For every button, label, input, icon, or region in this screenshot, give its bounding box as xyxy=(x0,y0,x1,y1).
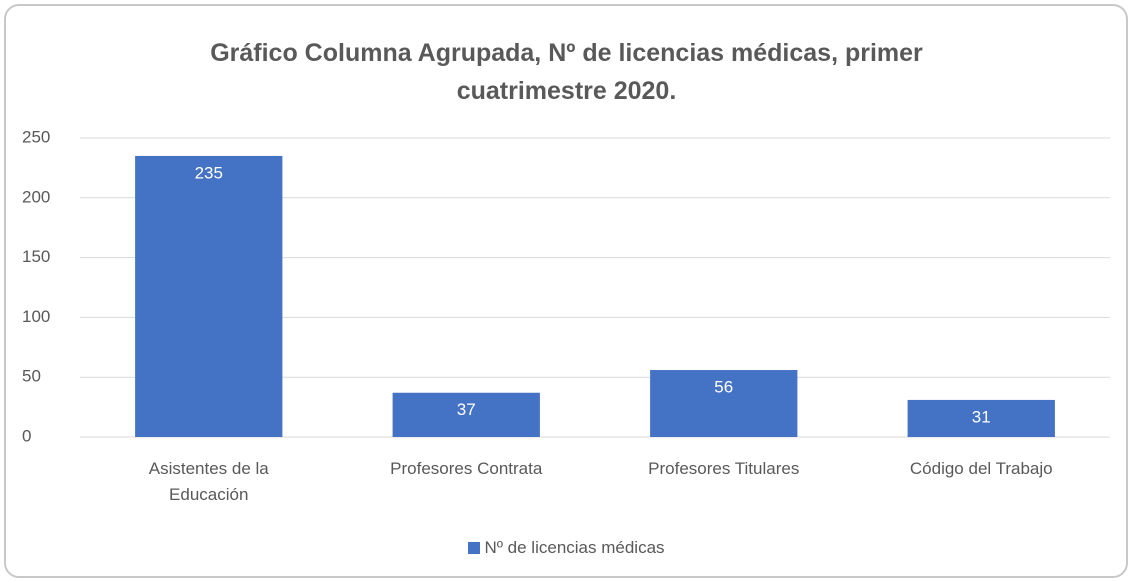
data-label: 56 xyxy=(714,378,733,397)
chart-title: Gráfico Columna Agrupada, Nº de licencia… xyxy=(210,39,923,105)
bar xyxy=(392,392,540,437)
chart-frame xyxy=(4,4,1128,578)
bar xyxy=(907,399,1055,437)
legend: Nº de licencias médicas xyxy=(0,538,1133,558)
y-tick-label: 0 xyxy=(22,426,31,445)
x-tick-label: Profesores Titulares xyxy=(648,459,800,478)
data-label: 37 xyxy=(457,400,476,419)
y-tick-label: 200 xyxy=(22,187,50,206)
legend-label: Nº de licencias médicas xyxy=(484,538,665,557)
y-tick-label: 150 xyxy=(22,247,50,266)
y-tick-label: 100 xyxy=(22,307,50,326)
legend-swatch xyxy=(468,542,481,554)
data-label: 31 xyxy=(972,407,991,426)
bar xyxy=(650,370,798,437)
x-tick-label: Profesores Contrata xyxy=(390,459,543,478)
y-tick-label: 50 xyxy=(22,367,41,386)
bar xyxy=(135,155,283,437)
y-tick-label: 250 xyxy=(22,127,50,146)
x-tick-label: Asistentes de la Educación xyxy=(148,459,269,504)
data-label: 235 xyxy=(195,163,223,182)
x-tick-label: Código del Trabajo xyxy=(909,459,1053,478)
